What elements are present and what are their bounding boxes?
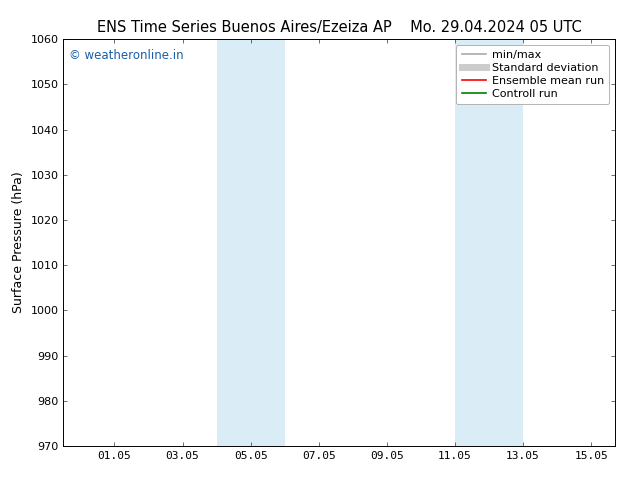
Bar (217, 39, 285, 446)
Title: ENS Time Series Buenos Aires/Ezeiza AP    Mo. 29.04.2024 05 UTC: ENS Time Series Buenos Aires/Ezeiza AP M… (97, 20, 581, 35)
Text: © weatheronline.in: © weatheronline.in (69, 49, 183, 62)
Bar (455, 39, 523, 446)
Y-axis label: Surface Pressure (hPa): Surface Pressure (hPa) (12, 172, 25, 314)
Legend: min/max, Standard deviation, Ensemble mean run, Controll run: min/max, Standard deviation, Ensemble me… (456, 45, 609, 104)
